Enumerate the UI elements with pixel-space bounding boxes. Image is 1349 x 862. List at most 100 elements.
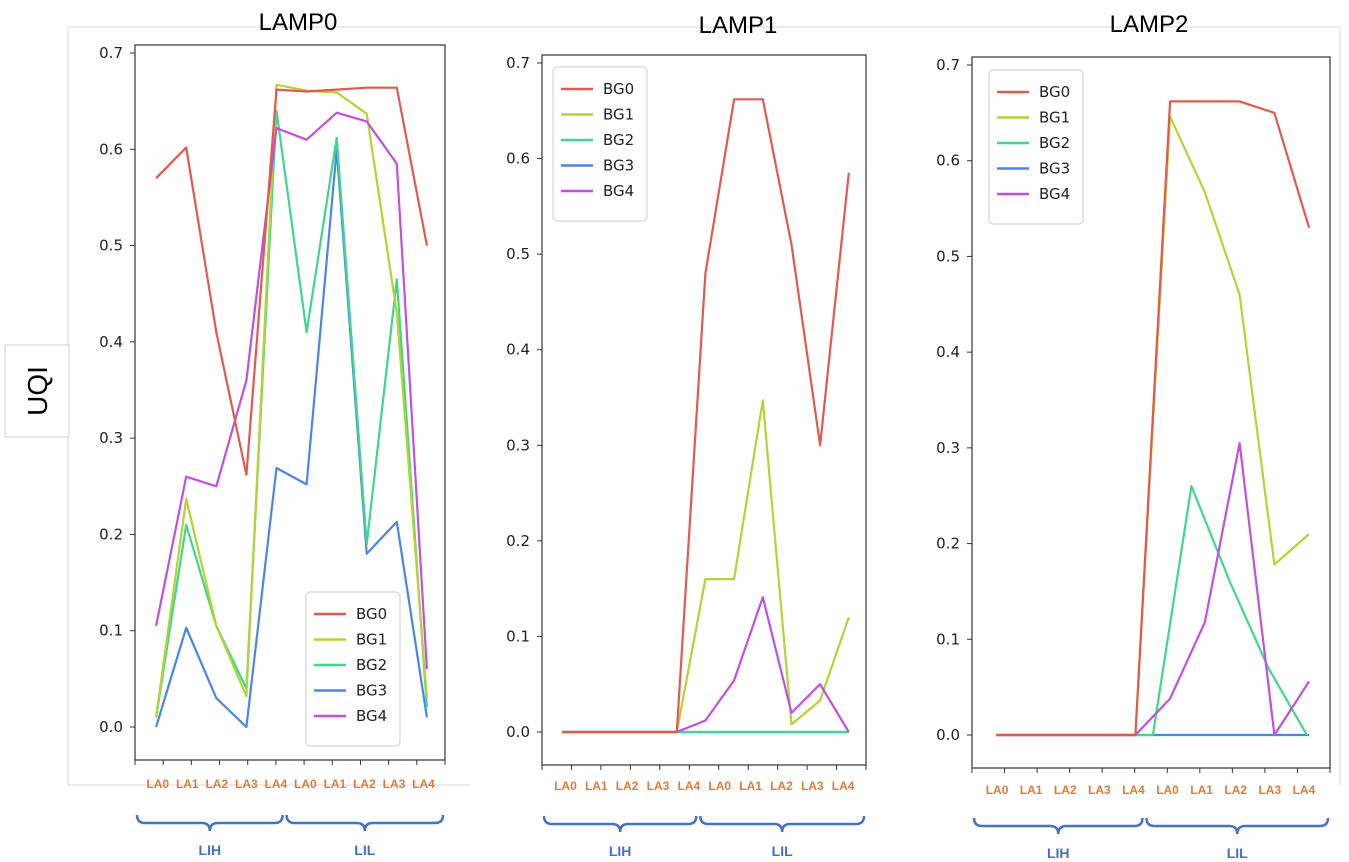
category-label: LA4 <box>412 777 435 791</box>
legend-label: BG3 <box>356 682 387 700</box>
category-label: LA2 <box>616 779 639 793</box>
group-label: LIH <box>199 842 222 858</box>
legend: BG0 BG1 BG2 BG3 BG4 <box>988 69 1084 225</box>
chart-title: LAMP2 <box>1110 11 1189 38</box>
group-bracket <box>135 814 284 832</box>
group-bracket <box>1145 817 1330 835</box>
category-label: LA2 <box>770 779 793 793</box>
y-tick-label: 0.1 <box>506 627 530 645</box>
legend-label: BG4 <box>603 182 634 200</box>
group-bracket <box>285 814 445 832</box>
category-label: LA1 <box>1190 783 1213 797</box>
category-label: LA3 <box>1258 783 1281 797</box>
series-line-bg4 <box>996 442 1311 737</box>
category-label: LA3 <box>801 779 824 793</box>
group-bracket <box>542 815 698 833</box>
legend-label: BG2 <box>603 131 634 149</box>
y-tick-label: 0.7 <box>506 54 530 72</box>
legend-label: BG0 <box>603 80 634 98</box>
category-label: LA3 <box>235 777 258 791</box>
y-tick-label: 0.2 <box>99 525 123 543</box>
legend-label: BG0 <box>356 605 387 623</box>
legend-box <box>988 69 1084 225</box>
category-label: LA4 <box>832 779 855 793</box>
category-label: LA2 <box>1224 783 1247 797</box>
series-line-bg4 <box>155 111 428 670</box>
y-tick-label: 0.3 <box>506 436 530 454</box>
category-label: LA0 <box>1156 783 1179 797</box>
plot-area <box>971 56 1331 769</box>
category-label: LA3 <box>383 777 406 791</box>
category-label: LA1 <box>739 779 762 793</box>
series-line-bg0 <box>996 100 1311 737</box>
category-label: LA0 <box>554 779 577 793</box>
y-tick-label: 0.5 <box>99 237 123 255</box>
category-label: LA1 <box>324 777 347 791</box>
category-label: LA4 <box>265 777 288 791</box>
y-tick-label: 0.6 <box>99 140 123 158</box>
chart-panel-1: LAMP1 0.0 0.1 0.2 0.3 0.4 0.5 0.6 0.7 LA0 LA1 LA2 LA… <box>506 12 867 859</box>
y-tick-label: 0.5 <box>506 245 530 263</box>
y-axis-label-box: UQI <box>4 344 70 438</box>
series-line-bg2 <box>998 485 1308 737</box>
category-label: LA4 <box>1293 783 1316 797</box>
category-label: LA2 <box>353 777 376 791</box>
y-tick-label: 0.0 <box>506 723 530 741</box>
category-label: LA2 <box>205 777 228 791</box>
y-tick-label: 0.1 <box>936 630 960 648</box>
y-tick-label: 0.0 <box>99 718 123 736</box>
legend-label: BG3 <box>603 157 634 175</box>
y-tick-label: 0.6 <box>936 152 960 170</box>
category-label: LA0 <box>986 783 1009 797</box>
series-line-bg0 <box>155 86 428 476</box>
legend-label: BG2 <box>1039 134 1070 152</box>
y-tick-label: 0.1 <box>99 622 123 640</box>
y-tick-label: 0.4 <box>99 333 123 351</box>
chart-title: LAMP0 <box>259 9 338 36</box>
legend: BG0 BG1 BG2 BG3 BG4 <box>552 66 648 222</box>
category-label: LA4 <box>678 779 701 793</box>
y-tick-label: 0.3 <box>936 439 960 457</box>
category-label: LA0 <box>294 777 317 791</box>
group-bracket <box>699 815 866 833</box>
legend-label: BG4 <box>1039 185 1070 203</box>
category-label: LA1 <box>1020 783 1043 797</box>
y-tick-label: 0.0 <box>936 726 960 744</box>
y-tick-label: 0.4 <box>506 341 530 359</box>
legend-label: BG0 <box>1039 83 1070 101</box>
group-bracket <box>972 817 1144 835</box>
category-label: LA0 <box>146 777 169 791</box>
category-label: LA1 <box>585 779 608 793</box>
y-tick-label: 0.7 <box>936 56 960 74</box>
chart-panel-2: LAMP2 0.0 0.1 0.2 0.3 0.4 0.5 0.6 0.7 LA0 LA1 LA2 LA… <box>936 11 1331 861</box>
series-line-bg3 <box>155 148 428 729</box>
legend-label: BG1 <box>356 631 387 649</box>
y-tick-label: 0.3 <box>99 429 123 447</box>
y-axis-label: UQI <box>22 366 53 416</box>
category-label: LA3 <box>1088 783 1111 797</box>
legend-label: BG1 <box>1039 109 1070 127</box>
group-label: LIL <box>354 842 375 858</box>
series-line-bg0 <box>562 98 850 734</box>
legend-label: BG3 <box>1039 160 1070 178</box>
chart-title: LAMP1 <box>699 12 778 39</box>
legend-box <box>305 591 401 747</box>
category-label: LA4 <box>1122 783 1145 797</box>
y-tick-label: 0.4 <box>936 343 960 361</box>
group-label: LIL <box>772 843 793 859</box>
y-axis-label-frame <box>4 344 70 438</box>
category-label: LA1 <box>176 777 199 791</box>
y-tick-label: 0.2 <box>506 532 530 550</box>
category-label: LA2 <box>1054 783 1077 797</box>
y-tick-label: 0.6 <box>506 150 530 168</box>
category-label: LA0 <box>708 779 731 793</box>
plot-area <box>134 44 446 761</box>
legend-label: BG2 <box>356 656 387 674</box>
series-line-bg1 <box>155 83 428 718</box>
legend-label: BG1 <box>603 106 634 124</box>
category-label: LA3 <box>647 779 670 793</box>
chart-panel-0: LAMP0 0.0 0.1 0.2 0.3 0.4 0.5 0.6 0.7 LA0 LA1 LA2 LA… <box>99 9 446 858</box>
legend-label: BG4 <box>356 707 387 725</box>
